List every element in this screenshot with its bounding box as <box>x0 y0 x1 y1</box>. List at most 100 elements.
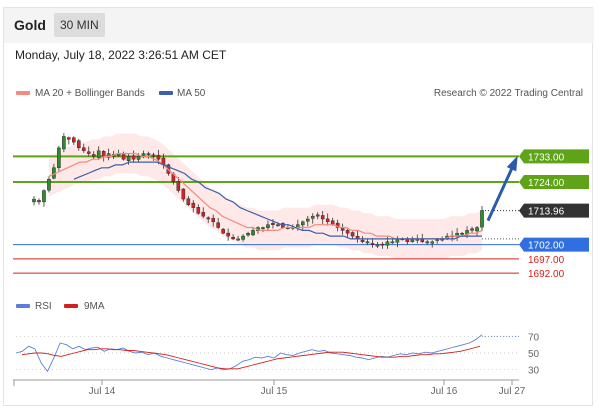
candle-body <box>241 235 245 240</box>
candle-body <box>57 147 61 168</box>
level-tag-1713.96 <box>519 203 589 218</box>
candle-body <box>37 200 41 203</box>
candle-body <box>360 239 365 242</box>
ma20-legend-swatch <box>16 91 30 95</box>
candle-body <box>261 227 265 229</box>
candle-body <box>266 224 270 228</box>
candle-body <box>370 243 375 245</box>
candle-body <box>206 217 211 220</box>
candle-body <box>131 155 136 160</box>
credit-label: Research © 2022 Trading Central <box>434 88 583 99</box>
candle-body <box>251 230 255 236</box>
rsi-tick-label: 30 <box>528 366 540 377</box>
candle-body <box>310 215 315 219</box>
instrument-title: Gold <box>14 17 46 33</box>
candle-body <box>276 224 280 227</box>
rsi-panel: 70 50 30 <box>15 332 540 377</box>
candle-body <box>141 153 146 156</box>
candle-body <box>186 198 191 205</box>
candle-body <box>81 147 86 151</box>
candle-body <box>231 237 235 240</box>
candle-body <box>191 202 196 208</box>
bollinger-bands <box>49 133 482 259</box>
candle-body <box>181 188 186 200</box>
candle-body <box>156 154 161 160</box>
candle-body <box>350 232 355 237</box>
candle-body <box>430 241 435 244</box>
rsi9-legend-swatch <box>64 304 78 308</box>
candle-body <box>32 198 36 203</box>
level-tag-text: 1713.96 <box>528 207 565 218</box>
candle-body <box>91 154 96 157</box>
level-tag-text: 1733.00 <box>528 152 565 163</box>
candle-body <box>330 220 335 225</box>
candle-body <box>475 227 479 232</box>
candle-body <box>136 156 141 160</box>
rsi9-line <box>21 345 481 370</box>
level-tag-1724.00 <box>519 175 589 189</box>
candle-body <box>345 230 350 234</box>
x-tick-label: Jul 14 <box>89 386 116 397</box>
candle-body <box>126 156 131 161</box>
ma50-legend-label: MA 50 <box>177 88 206 99</box>
candle-body <box>480 210 484 228</box>
timeframe-badge[interactable]: 30 MIN <box>54 13 105 37</box>
candle-body <box>425 241 430 244</box>
candle-body <box>305 218 310 222</box>
level-tag-1733.00 <box>519 149 589 164</box>
ma50-line <box>73 161 482 240</box>
candle-body <box>62 136 66 150</box>
candle-body <box>380 243 385 246</box>
level-tag-text: 1692.00 <box>528 269 565 280</box>
level-tag-text: 1697.00 <box>528 255 565 266</box>
candle-body <box>42 190 46 203</box>
candle-body <box>201 212 206 217</box>
ma20-legend-label: MA 20 + Bollinger Bands <box>35 88 145 99</box>
x-tick-label: Jul 15 <box>261 386 288 397</box>
rsi-legend-swatch <box>16 304 30 308</box>
forecast-arrow <box>486 155 518 222</box>
candle-body <box>385 241 390 246</box>
level-labels: 1733.00 1724.00 1713.96 1702.00 1697.00 1692.… <box>519 149 589 280</box>
candle-body <box>470 228 474 231</box>
chart-widget: Gold 30 MIN Monday, July 18, 2022 3:26:5… <box>3 7 594 406</box>
rsi-tick-label: 70 <box>528 332 540 343</box>
price-chart: MA 20 + Bollinger Bands MA 50 Research ©… <box>13 88 589 397</box>
candle-body <box>301 221 305 226</box>
candle-body <box>365 241 370 244</box>
rsi9-legend-label: 9MA <box>84 301 105 312</box>
candle-body <box>106 153 111 158</box>
candle-body <box>320 215 325 220</box>
candle-body <box>196 207 201 214</box>
candle-body <box>67 137 71 140</box>
rsi-line <box>15 334 483 373</box>
candle-body <box>72 137 76 143</box>
candle-body <box>101 151 106 157</box>
candle-body <box>76 140 81 149</box>
candle-body <box>460 233 464 235</box>
candle-body <box>226 232 230 237</box>
candle-body <box>271 223 275 225</box>
candle-body <box>121 154 126 160</box>
candle-body <box>221 228 225 234</box>
timestamp: Monday, July 18, 2022 3:26:51 AM CET <box>15 48 227 62</box>
candle-body <box>211 218 216 223</box>
candle-body <box>325 218 330 223</box>
level-tag-text: 1702.00 <box>528 241 565 252</box>
candle-body <box>216 222 220 228</box>
candle-body <box>246 233 250 236</box>
x-tick-label: Jul 27 <box>499 386 526 397</box>
candle-body <box>375 244 380 247</box>
candle-body <box>96 150 101 158</box>
candle-body <box>340 227 345 231</box>
rsi-tick-label: 50 <box>528 349 540 360</box>
candle-body <box>86 151 91 154</box>
forecast-arrow-head <box>506 155 518 172</box>
level-tag-1702.00 <box>519 237 589 252</box>
rsi-legend-label: RSI <box>35 301 52 312</box>
candle-body <box>315 214 320 217</box>
candle-body <box>390 241 395 244</box>
candle-body <box>151 154 156 157</box>
forecast-arrow-shaft <box>486 158 518 222</box>
candle-body <box>47 178 51 191</box>
